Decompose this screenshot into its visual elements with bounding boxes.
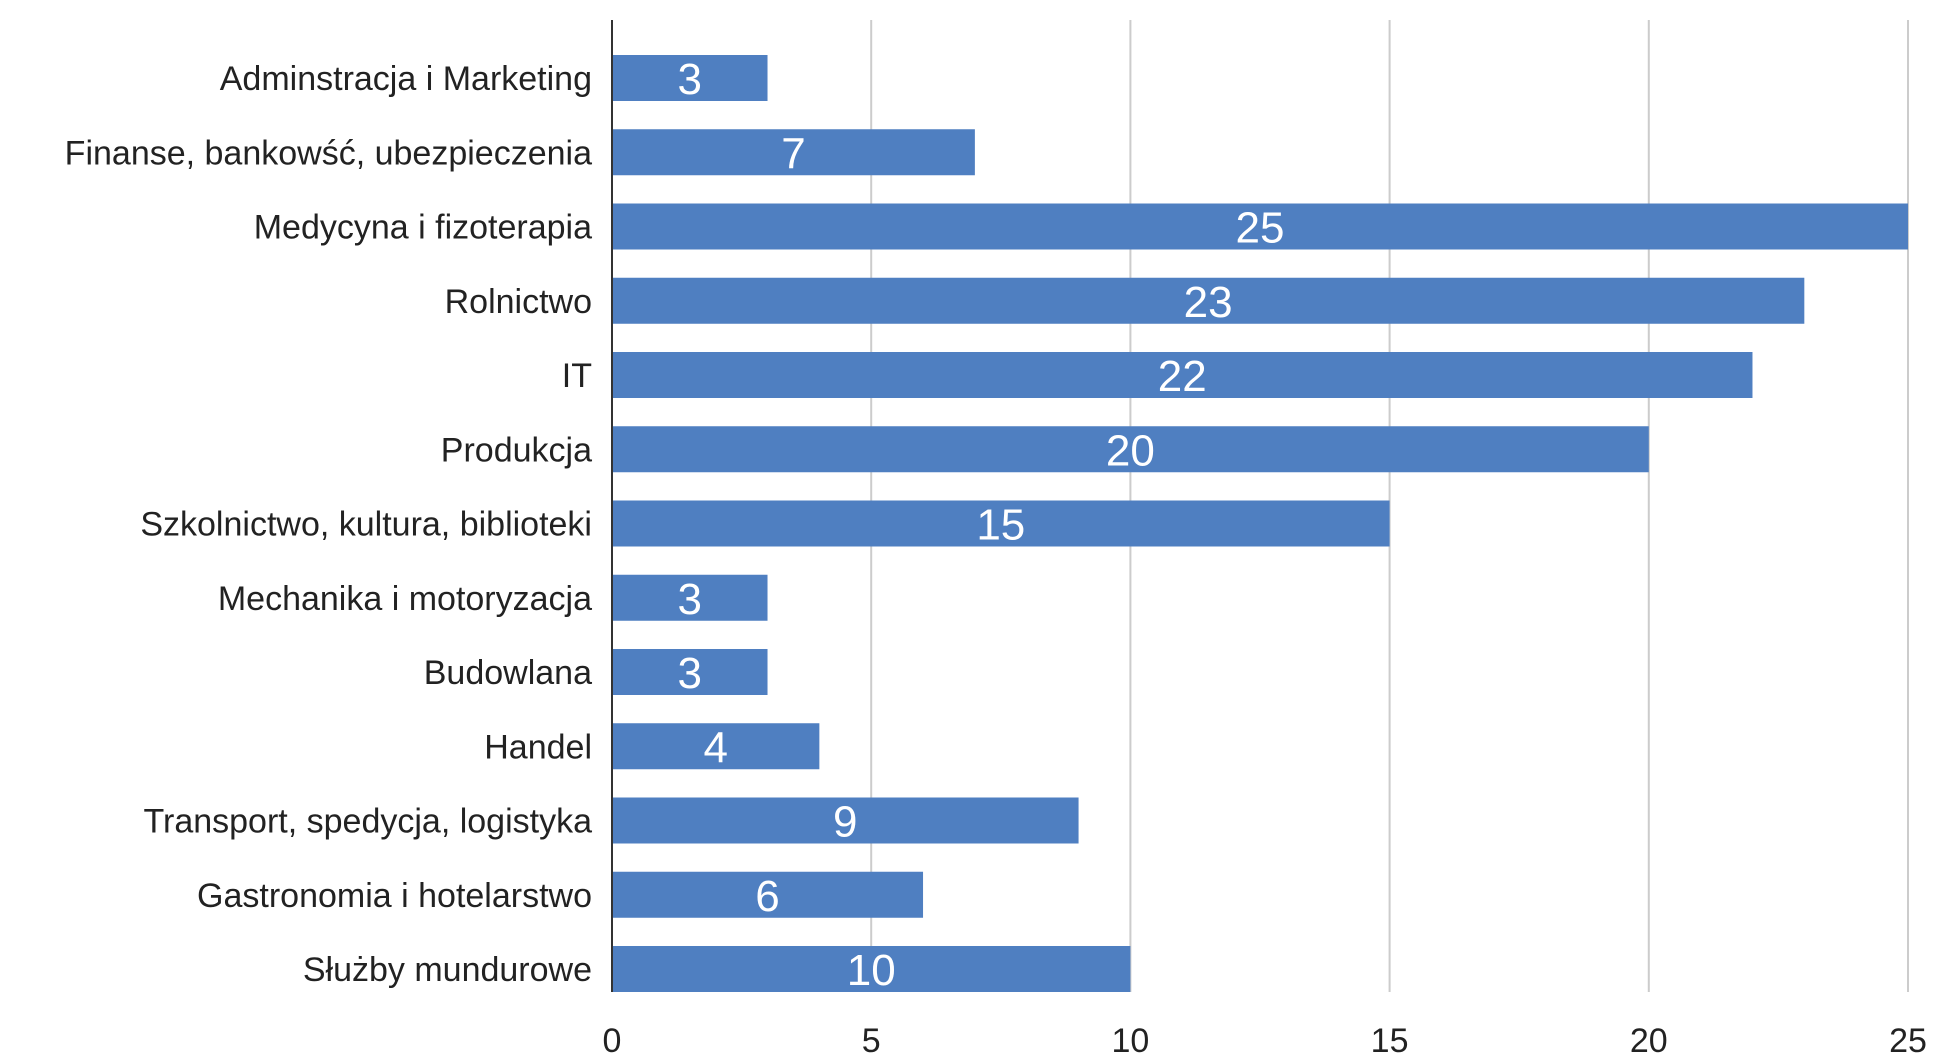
category-label: Medycyna i fizoterapia (254, 209, 592, 247)
category-label: Handel (484, 728, 592, 766)
category-label: Budowlana (424, 654, 592, 692)
x-tick-label: 10 (1111, 1022, 1149, 1060)
category-label: Gastronomia i hotelarstwo (197, 877, 592, 915)
x-tick-label: 5 (862, 1022, 881, 1060)
data-label: 7 (781, 129, 805, 178)
x-tick-label: 0 (603, 1022, 622, 1060)
bar (612, 426, 1649, 473)
category-label: IT (562, 357, 592, 395)
bar (612, 203, 1908, 250)
bar (612, 277, 1805, 324)
bar (612, 352, 1753, 398)
data-label: 20 (1106, 426, 1155, 475)
bar (612, 574, 768, 621)
data-label: 9 (833, 798, 857, 847)
bar (612, 871, 924, 918)
data-label: 15 (976, 501, 1025, 550)
category-label: Szkolnictwo, kultura, biblioteki (140, 506, 592, 544)
data-label: 23 (1184, 278, 1233, 327)
bar (612, 946, 1131, 992)
category-label: Rolnictwo (445, 283, 592, 321)
category-label: Produkcja (441, 431, 592, 469)
data-label: 3 (678, 575, 702, 624)
x-tick-label: 25 (1889, 1022, 1927, 1060)
category-label: Transport, spedycja, logistyka (144, 803, 593, 841)
bars (612, 55, 1908, 992)
labels: 0 5 10 15 20 25 Adminstracja i Marketing 3 Finan… (65, 55, 1927, 1060)
x-tick-label: 15 (1371, 1022, 1409, 1060)
data-label: 3 (678, 55, 702, 104)
bar (612, 797, 1079, 844)
category-label: Mechanika i motoryzacja (218, 580, 592, 618)
x-tick-label: 20 (1630, 1022, 1668, 1060)
category-label: Służby mundurowe (303, 951, 592, 989)
data-label: 22 (1158, 352, 1207, 401)
bar (612, 723, 820, 770)
category-label: Adminstracja i Marketing (220, 60, 592, 98)
bar (612, 649, 768, 695)
bar (612, 55, 768, 101)
data-label: 3 (678, 649, 702, 698)
data-label: 4 (703, 723, 727, 772)
data-label: 10 (847, 946, 896, 995)
data-label: 25 (1236, 204, 1285, 253)
bar (612, 129, 975, 176)
data-label: 6 (755, 872, 779, 921)
category-label: Finanse, bankowść, ubezpieczenia (65, 134, 592, 172)
bar (612, 500, 1390, 547)
